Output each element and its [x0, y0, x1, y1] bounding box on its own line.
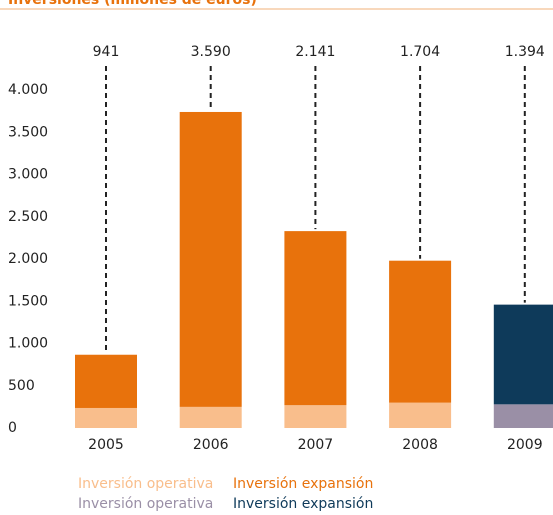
x-tick-label: 2005	[88, 437, 124, 453]
y-tick-label: 1.000	[8, 336, 48, 352]
annotation: 2.141	[295, 44, 335, 60]
bar-segment	[75, 407, 137, 428]
y-tick-label: 2.500	[8, 209, 48, 225]
legend-entry: Inversión expansión	[233, 496, 373, 512]
legend-entry: Inversión operativa	[78, 496, 213, 512]
y-tick-label: 1.500	[8, 293, 48, 309]
bar-segment	[493, 304, 553, 405]
bar-segment	[389, 402, 452, 428]
annotation: 941	[93, 44, 120, 60]
y-tick-label: 4.000	[8, 82, 48, 98]
x-tick-label: 2006	[193, 437, 229, 453]
annotation: 1.394	[505, 44, 545, 60]
y-tick-label: 3.000	[8, 167, 48, 183]
x-tick-label: 2009	[507, 437, 543, 453]
bar-segment	[284, 231, 347, 406]
x-tick-label: 2007	[298, 437, 334, 453]
bar-segment	[389, 260, 452, 403]
bar-segment	[179, 111, 242, 407]
y-tick-label: 500	[8, 378, 35, 394]
x-tick-label: 2008	[402, 437, 438, 453]
y-tick-label: 3.500	[8, 124, 48, 140]
y-tick-label: 2.000	[8, 251, 48, 267]
bar-segment	[284, 405, 347, 428]
legend-entry: Inversión expansión	[233, 476, 373, 492]
bar-segment	[493, 404, 553, 428]
annotation: 1.704	[400, 44, 440, 60]
bar-segment	[179, 406, 242, 428]
legend-entry: Inversión operativa	[78, 476, 213, 492]
y-tick-label: 0	[8, 420, 17, 436]
chart-title: Inversiones (millones de euros)	[8, 0, 257, 8]
annotation: 3.590	[191, 44, 231, 60]
bar-segment	[75, 354, 137, 408]
